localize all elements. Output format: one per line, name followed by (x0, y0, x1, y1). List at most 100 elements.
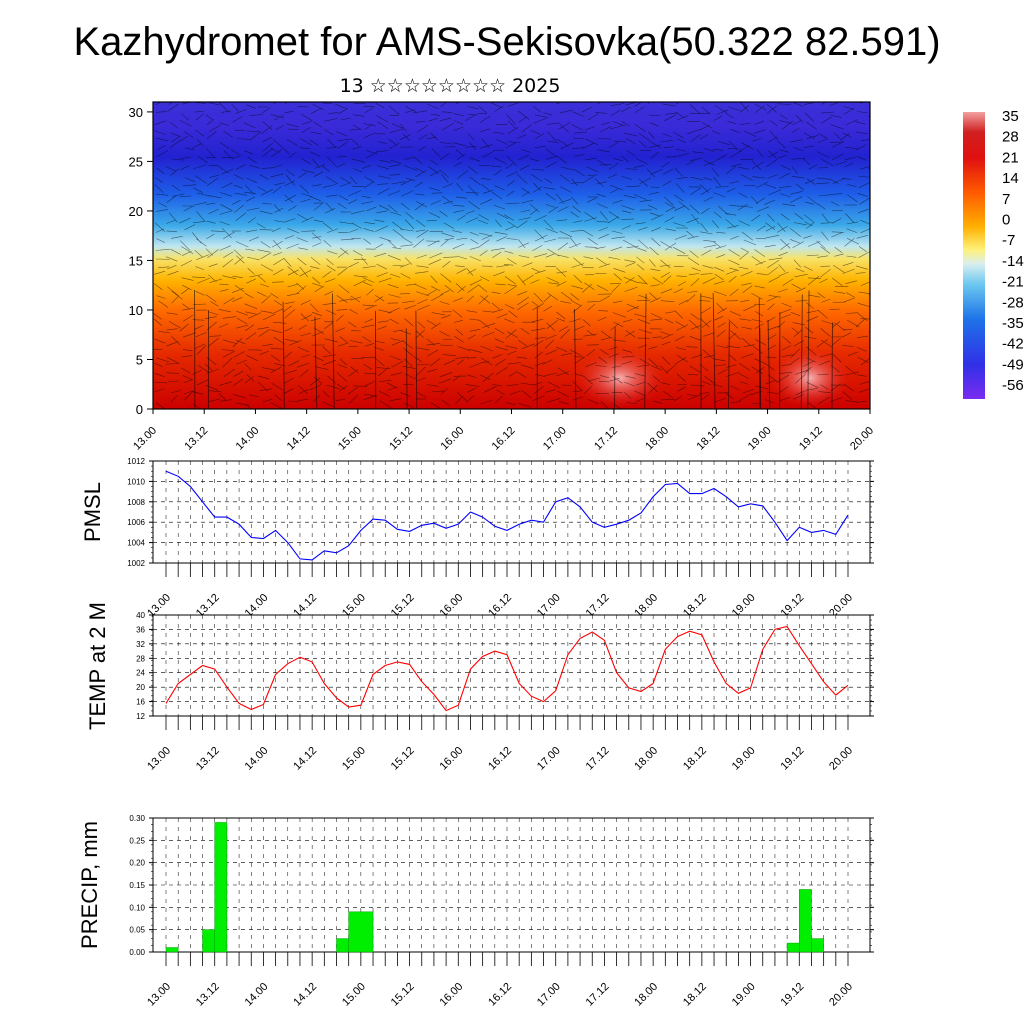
x-tick-label: 16.12 (490, 425, 518, 453)
precip-bar (214, 822, 228, 953)
x-tick-label: 13.12 (182, 425, 210, 453)
y-tick-label: 1006 (127, 518, 145, 527)
x-tick-label: 15.00 (340, 981, 368, 1009)
colorbar-labels: 35 28 21 14 7 0 -7 -14 -21 -28 -35 -42 -49 -56 (1002, 108, 1024, 394)
x-tick-label: 16.00 (437, 981, 465, 1009)
colorbar-label: 7 (1002, 191, 1010, 208)
x-tick-label: 19.00 (730, 981, 758, 1009)
x-tick-label: 18.12 (681, 745, 709, 773)
x-tick-label: 15.00 (340, 745, 368, 773)
y-tick-label: 15 (129, 253, 143, 268)
x-tick-label: 19.12 (797, 425, 825, 453)
vertical-streak (758, 297, 761, 409)
vertical-streak (644, 293, 647, 409)
y-tick-label: 40 (136, 611, 145, 620)
colorbar-label: 0 (1002, 212, 1010, 229)
y-tick-label: 0.05 (129, 926, 145, 935)
x-tick-label: 20.00 (827, 981, 855, 1009)
y-tick-label: 1012 (127, 457, 145, 466)
y-tick-label: 0.25 (129, 836, 145, 845)
chart-title: Kazhydromet for AMS-Sekisovka(50.322 82.… (73, 20, 940, 64)
pmsl-ylabel: PMSL (80, 482, 105, 542)
precip-ylabel: PRECIP, mm (77, 821, 102, 949)
y-tick-label: 30 (129, 105, 143, 120)
y-tick-label: 24 (136, 669, 145, 678)
temp-panel: 12 16 20 24 28 32 36 40 13.00 13.12 14.00 14.12 15.0… (85, 602, 874, 773)
y-tick-label: 32 (136, 640, 145, 649)
vertical-streak (314, 316, 318, 409)
y-tick-label: 10 (129, 303, 143, 318)
y-tick-label: 0.00 (129, 948, 145, 957)
colorbar-label: -56 (1002, 377, 1024, 394)
colorbar-label: -49 (1002, 356, 1024, 373)
x-tick-label: 14.12 (291, 981, 319, 1009)
y-tick-label: 16 (136, 698, 145, 707)
x-tick-label: 14.00 (243, 745, 271, 773)
x-tick-label: 16.12 (486, 981, 514, 1009)
vertical-streak (415, 310, 418, 409)
precip-bar (336, 938, 349, 953)
warm-spot (575, 348, 665, 408)
x-tick-label: 17.12 (592, 425, 620, 453)
colorbar-label: -35 (1002, 315, 1024, 332)
warm-spot (770, 348, 850, 408)
colorbar-label: 21 (1002, 149, 1019, 166)
x-tick-label: 16.00 (438, 425, 466, 453)
colorbar-scale (963, 112, 985, 399)
precip-bar (786, 942, 800, 953)
vertical-streak (800, 294, 803, 409)
x-tick-label: 13.00 (145, 745, 173, 773)
y-tick-label: 12 (136, 712, 145, 721)
x-tick-label: 18.00 (632, 981, 660, 1009)
y-tick-label: 5 (136, 352, 143, 367)
x-tick-label: 18.12 (681, 981, 709, 1009)
y-tick-label: 25 (129, 154, 143, 169)
colorbar-label: 35 (1002, 108, 1019, 125)
x-tick-label: 19.12 (778, 745, 806, 773)
x-tick-label: 14.12 (285, 425, 313, 453)
colorbar-label: -21 (1002, 274, 1024, 291)
y-tick-label: 0.20 (129, 859, 145, 868)
x-tick-label: 17.00 (535, 981, 563, 1009)
pmsl-frame (152, 460, 871, 564)
x-tick-label: 13.00 (131, 425, 159, 453)
x-tick-label: 18.00 (643, 425, 671, 453)
x-tick-label: 18.12 (695, 425, 723, 453)
x-tick-label: 17.12 (584, 745, 612, 773)
x-tick-label: 20.00 (848, 425, 876, 453)
cross-section-panel: 0 5 10 15 20 25 30 13.00 13.12 14.00 14.12 15.00 15.… (129, 101, 876, 453)
vertical-streak (712, 292, 716, 409)
cross-section-field (153, 102, 870, 409)
y-tick-label: 28 (136, 654, 145, 663)
x-tick-label: 16.12 (486, 745, 514, 773)
x-tick-label: 15.00 (336, 425, 364, 453)
vertical-streak (759, 327, 762, 409)
precip-bar (799, 889, 812, 953)
x-tick-label: 19.00 (730, 745, 758, 773)
y-tick-label: 1008 (127, 498, 145, 507)
y-tick-label: 20 (136, 683, 145, 692)
precip-bar (811, 938, 824, 953)
precip-bar (165, 947, 179, 953)
temp-ylabel: TEMP at 2 M (85, 602, 110, 730)
x-tick-label: 14.12 (291, 745, 319, 773)
y-tick-label: 1002 (127, 559, 145, 568)
x-tick-label: 14.00 (243, 981, 271, 1009)
x-tick-label: 17.12 (584, 981, 612, 1009)
x-tick-label: 18.00 (632, 745, 660, 773)
x-tick-label: 15.12 (389, 981, 417, 1009)
y-tick-label: 36 (136, 625, 145, 634)
y-tick-label: 0.15 (129, 881, 145, 890)
colorbar-label: 14 (1002, 170, 1019, 187)
x-tick-label: 15.12 (389, 745, 417, 773)
colorbar-label: -14 (1002, 253, 1024, 270)
colorbar-label: -42 (1002, 336, 1024, 353)
x-tick-label: 13.12 (194, 981, 222, 1009)
precip-bar (202, 929, 215, 953)
x-tick-label: 13.00 (145, 981, 173, 1009)
y-tick-label: 0.10 (129, 903, 145, 912)
colorbar-label: -7 (1002, 232, 1015, 249)
x-tick-label: 17.00 (535, 745, 563, 773)
